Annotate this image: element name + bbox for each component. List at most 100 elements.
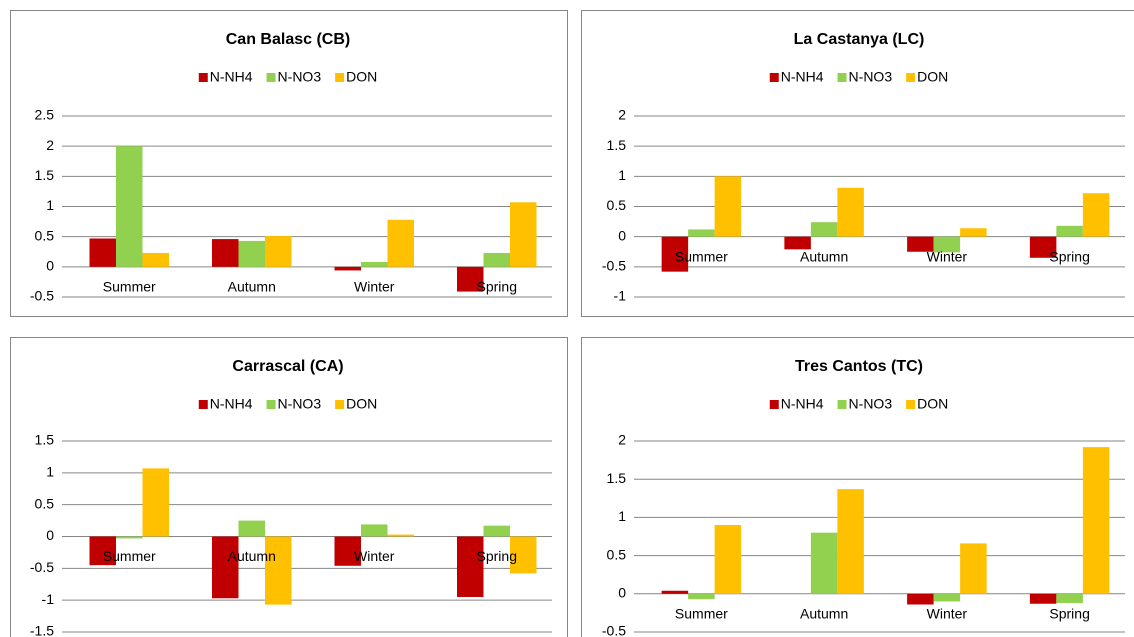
chart-panel: Tres Cantos (TC) N-NH4 N-NO3 DON -0.5 0 0.5 1 1.…: [581, 337, 1134, 637]
chart-panel: Carrascal (CA) N-NH4 N-NO3 DON -1.5 -1 -0.5 0 0.…: [10, 337, 568, 637]
y-tick-label: -0.5: [30, 559, 54, 575]
chart-title: Can Balasc (CB): [226, 31, 350, 48]
legend-swatch: [198, 400, 208, 409]
bar: [510, 536, 537, 574]
bar: [688, 593, 715, 600]
legend-label: N-NO3: [278, 69, 322, 85]
chart-title: La Castanya (LC): [794, 31, 925, 48]
chart-title: Carrascal (CA): [232, 358, 343, 375]
legend-swatch: [906, 400, 916, 409]
x-tick-label: Winter: [354, 548, 395, 564]
x-tick-label: Autumn: [800, 606, 848, 622]
legend-swatch: [769, 73, 779, 82]
x-tick-label: Winter: [927, 606, 968, 622]
x-tick-label: Spring: [477, 279, 517, 295]
legend-label: N-NH4: [210, 69, 253, 85]
y-tick-label: 0: [618, 227, 626, 243]
bar: [265, 236, 292, 267]
bar: [661, 236, 689, 272]
bar: [960, 543, 987, 594]
bar: [89, 238, 116, 267]
x-tick-label: Summer: [103, 279, 156, 295]
legend: N-NH4 N-NO3 DON: [769, 396, 948, 412]
legend: N-NH4 N-NO3 DON: [198, 396, 377, 412]
legend-label: N-NH4: [210, 396, 253, 412]
legend-label: DON: [917, 69, 948, 85]
bar: [238, 240, 265, 267]
legend-swatch: [837, 73, 847, 82]
bar: [387, 534, 414, 537]
bar: [457, 536, 484, 597]
legend-swatch: [198, 73, 208, 82]
y-tick-label: 2.5: [35, 107, 55, 123]
bar: [933, 236, 961, 253]
legend-swatch: [837, 400, 847, 409]
legend: N-NH4 N-NO3 DON: [198, 69, 377, 85]
chart-panel: Can Balasc (CB) N-NH4 N-NO3 DON -0.5 0 0.5 1 1.5…: [10, 10, 568, 317]
bar: [810, 222, 838, 237]
bar: [483, 525, 510, 537]
bar: [334, 266, 361, 271]
legend-label: DON: [917, 396, 948, 412]
bar: [837, 489, 864, 594]
legend-swatch: [906, 73, 916, 82]
bar: [510, 202, 537, 267]
y-tick-label: 0: [46, 527, 54, 543]
bar: [1056, 225, 1083, 237]
chart-panel: La Castanya (LC) N-NH4 N-NO3 DON -1 -0.5 0 0.5 1…: [581, 10, 1134, 317]
x-tick-label: Autumn: [800, 248, 848, 264]
y-tick-label: 0.5: [607, 197, 627, 213]
bar: [661, 590, 689, 594]
x-tick-label: Spring: [1049, 606, 1089, 622]
bar: [784, 236, 811, 250]
y-tick-label: 0.5: [35, 227, 55, 243]
bar: [1029, 236, 1057, 258]
y-tick-label: 1.5: [35, 167, 55, 183]
y-tick-label: 1: [46, 197, 54, 213]
bar: [142, 468, 169, 537]
x-tick-label: Summer: [103, 548, 156, 564]
y-tick-label: 0.5: [607, 546, 627, 562]
bar: [907, 236, 934, 252]
x-tick-label: Summer: [675, 248, 728, 264]
y-tick-label: 1.5: [35, 432, 55, 448]
y-tick-label: -0.5: [30, 288, 54, 304]
legend-label: N-NH4: [781, 396, 824, 412]
bar: [714, 176, 742, 237]
bar: [688, 229, 715, 237]
legend-label: DON: [346, 396, 377, 412]
bar: [142, 252, 169, 267]
bar: [1056, 593, 1083, 603]
y-tick-label: -1: [614, 288, 627, 304]
x-tick-label: Summer: [675, 606, 728, 622]
bar: [265, 536, 292, 605]
bar: [1029, 593, 1057, 604]
y-tick-label: 1: [46, 464, 54, 480]
bar: [714, 525, 742, 594]
bar: [457, 266, 484, 292]
legend-label: DON: [346, 69, 377, 85]
x-tick-label: Autumn: [228, 279, 276, 295]
bar: [933, 593, 961, 602]
legend-label: N-NH4: [781, 69, 824, 85]
y-tick-label: -1: [42, 591, 55, 607]
y-tick-label: -1.5: [30, 623, 54, 637]
bar: [89, 536, 116, 566]
bar: [116, 536, 143, 539]
x-tick-label: Autumn: [228, 548, 276, 564]
x-tick-label: Spring: [477, 548, 517, 564]
legend-swatch: [335, 73, 345, 82]
y-tick-label: 1: [618, 508, 626, 524]
y-tick-label: 0: [46, 258, 54, 274]
x-tick-label: Spring: [1049, 248, 1089, 264]
chart-title: Tres Cantos (TC): [795, 358, 923, 375]
legend-label: N-NO3: [278, 396, 322, 412]
bar: [837, 187, 864, 237]
y-tick-label: 2: [618, 107, 626, 123]
bar: [960, 228, 987, 237]
panel-border: [10, 10, 568, 317]
bar: [387, 219, 414, 267]
bar: [907, 593, 934, 605]
bar: [334, 536, 361, 566]
